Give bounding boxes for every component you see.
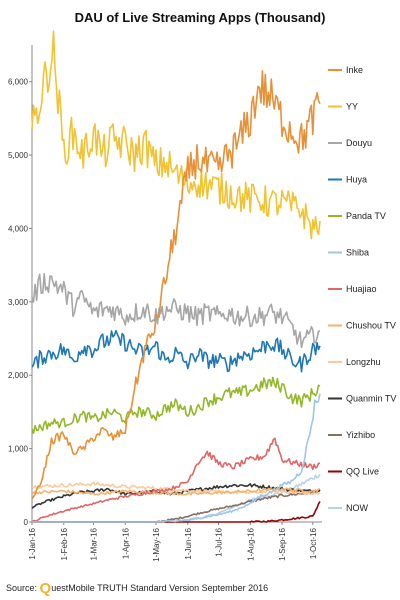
x-tick-label: 1-Feb-16 <box>60 527 69 560</box>
x-tick-label: 1-Jul-16 <box>215 527 224 556</box>
legend: Inke YY Douyu Huya Panda TV Shiba Huajiao Chush… <box>328 65 396 513</box>
legend-label: Longzhu <box>346 357 381 367</box>
legend-label: Inke <box>346 65 363 75</box>
y-tick-label: 6,000 <box>8 78 29 87</box>
legend-label: Huajiao <box>346 284 377 294</box>
series-line-douyu <box>31 272 320 349</box>
x-tick-label: 1-May-16 <box>152 527 161 561</box>
legend-label: NOW <box>346 503 369 513</box>
questmobile-logo: Q <box>39 580 52 597</box>
legend-label: Douyu <box>346 138 372 148</box>
x-tick-label: 1-Oct-16 <box>309 527 318 559</box>
series-line-huajiao <box>31 437 321 523</box>
y-tick-label: 0 <box>24 518 29 527</box>
y-tick-label: 3,000 <box>8 298 29 307</box>
legend-label: Huya <box>346 175 367 185</box>
y-tick-label: 5,000 <box>8 151 29 160</box>
legend-label: Quanmin TV <box>346 394 396 404</box>
y-tick-label: 4,000 <box>8 224 29 233</box>
chart-title: DAU of Live Streaming Apps (Thousand) <box>75 10 326 25</box>
series-line-shiba <box>32 393 321 523</box>
source-note: Source: QuestMobile TRUTH Standard Versi… <box>6 580 268 597</box>
legend-label: QQ Live <box>346 467 379 477</box>
series-line-now <box>32 473 321 523</box>
series-line-huya <box>31 329 321 373</box>
series-layer <box>31 30 321 523</box>
series-line-quanmin-tv <box>31 483 321 509</box>
series-line-panda-tv <box>31 376 321 435</box>
series-line-yizhibo <box>32 489 321 523</box>
legend-label: Shiba <box>346 248 369 258</box>
x-tick-label: 1-Jan-16 <box>28 527 37 559</box>
series-line-yy <box>31 30 321 240</box>
source-prefix: Source: <box>6 583 38 593</box>
series-line-inke <box>31 70 321 500</box>
y-tick-label: 1,000 <box>8 445 29 454</box>
x-tick-label: 1-Apr-16 <box>121 527 130 559</box>
series-line-chushou-tv <box>31 486 321 496</box>
legend-label: Panda TV <box>346 211 386 221</box>
x-tick-label: 1-Aug-16 <box>246 527 255 560</box>
x-tick-label: 1-Mar-16 <box>89 527 98 560</box>
source-text: uestMobile TRUTH Standard Version Septem… <box>51 583 269 593</box>
x-tick-label: 1-Jun-16 <box>184 527 193 559</box>
legend-label: YY <box>346 102 358 112</box>
legend-label: Chushou TV <box>346 321 396 331</box>
y-tick-label: 2,000 <box>8 371 29 380</box>
axes: 0 1,000 2,000 3,000 4,000 5,000 6,000 1-Jan-16 1… <box>8 45 322 562</box>
x-tick-label: 1-Sep-16 <box>278 527 287 560</box>
legend-label: Yizhibo <box>346 430 375 440</box>
